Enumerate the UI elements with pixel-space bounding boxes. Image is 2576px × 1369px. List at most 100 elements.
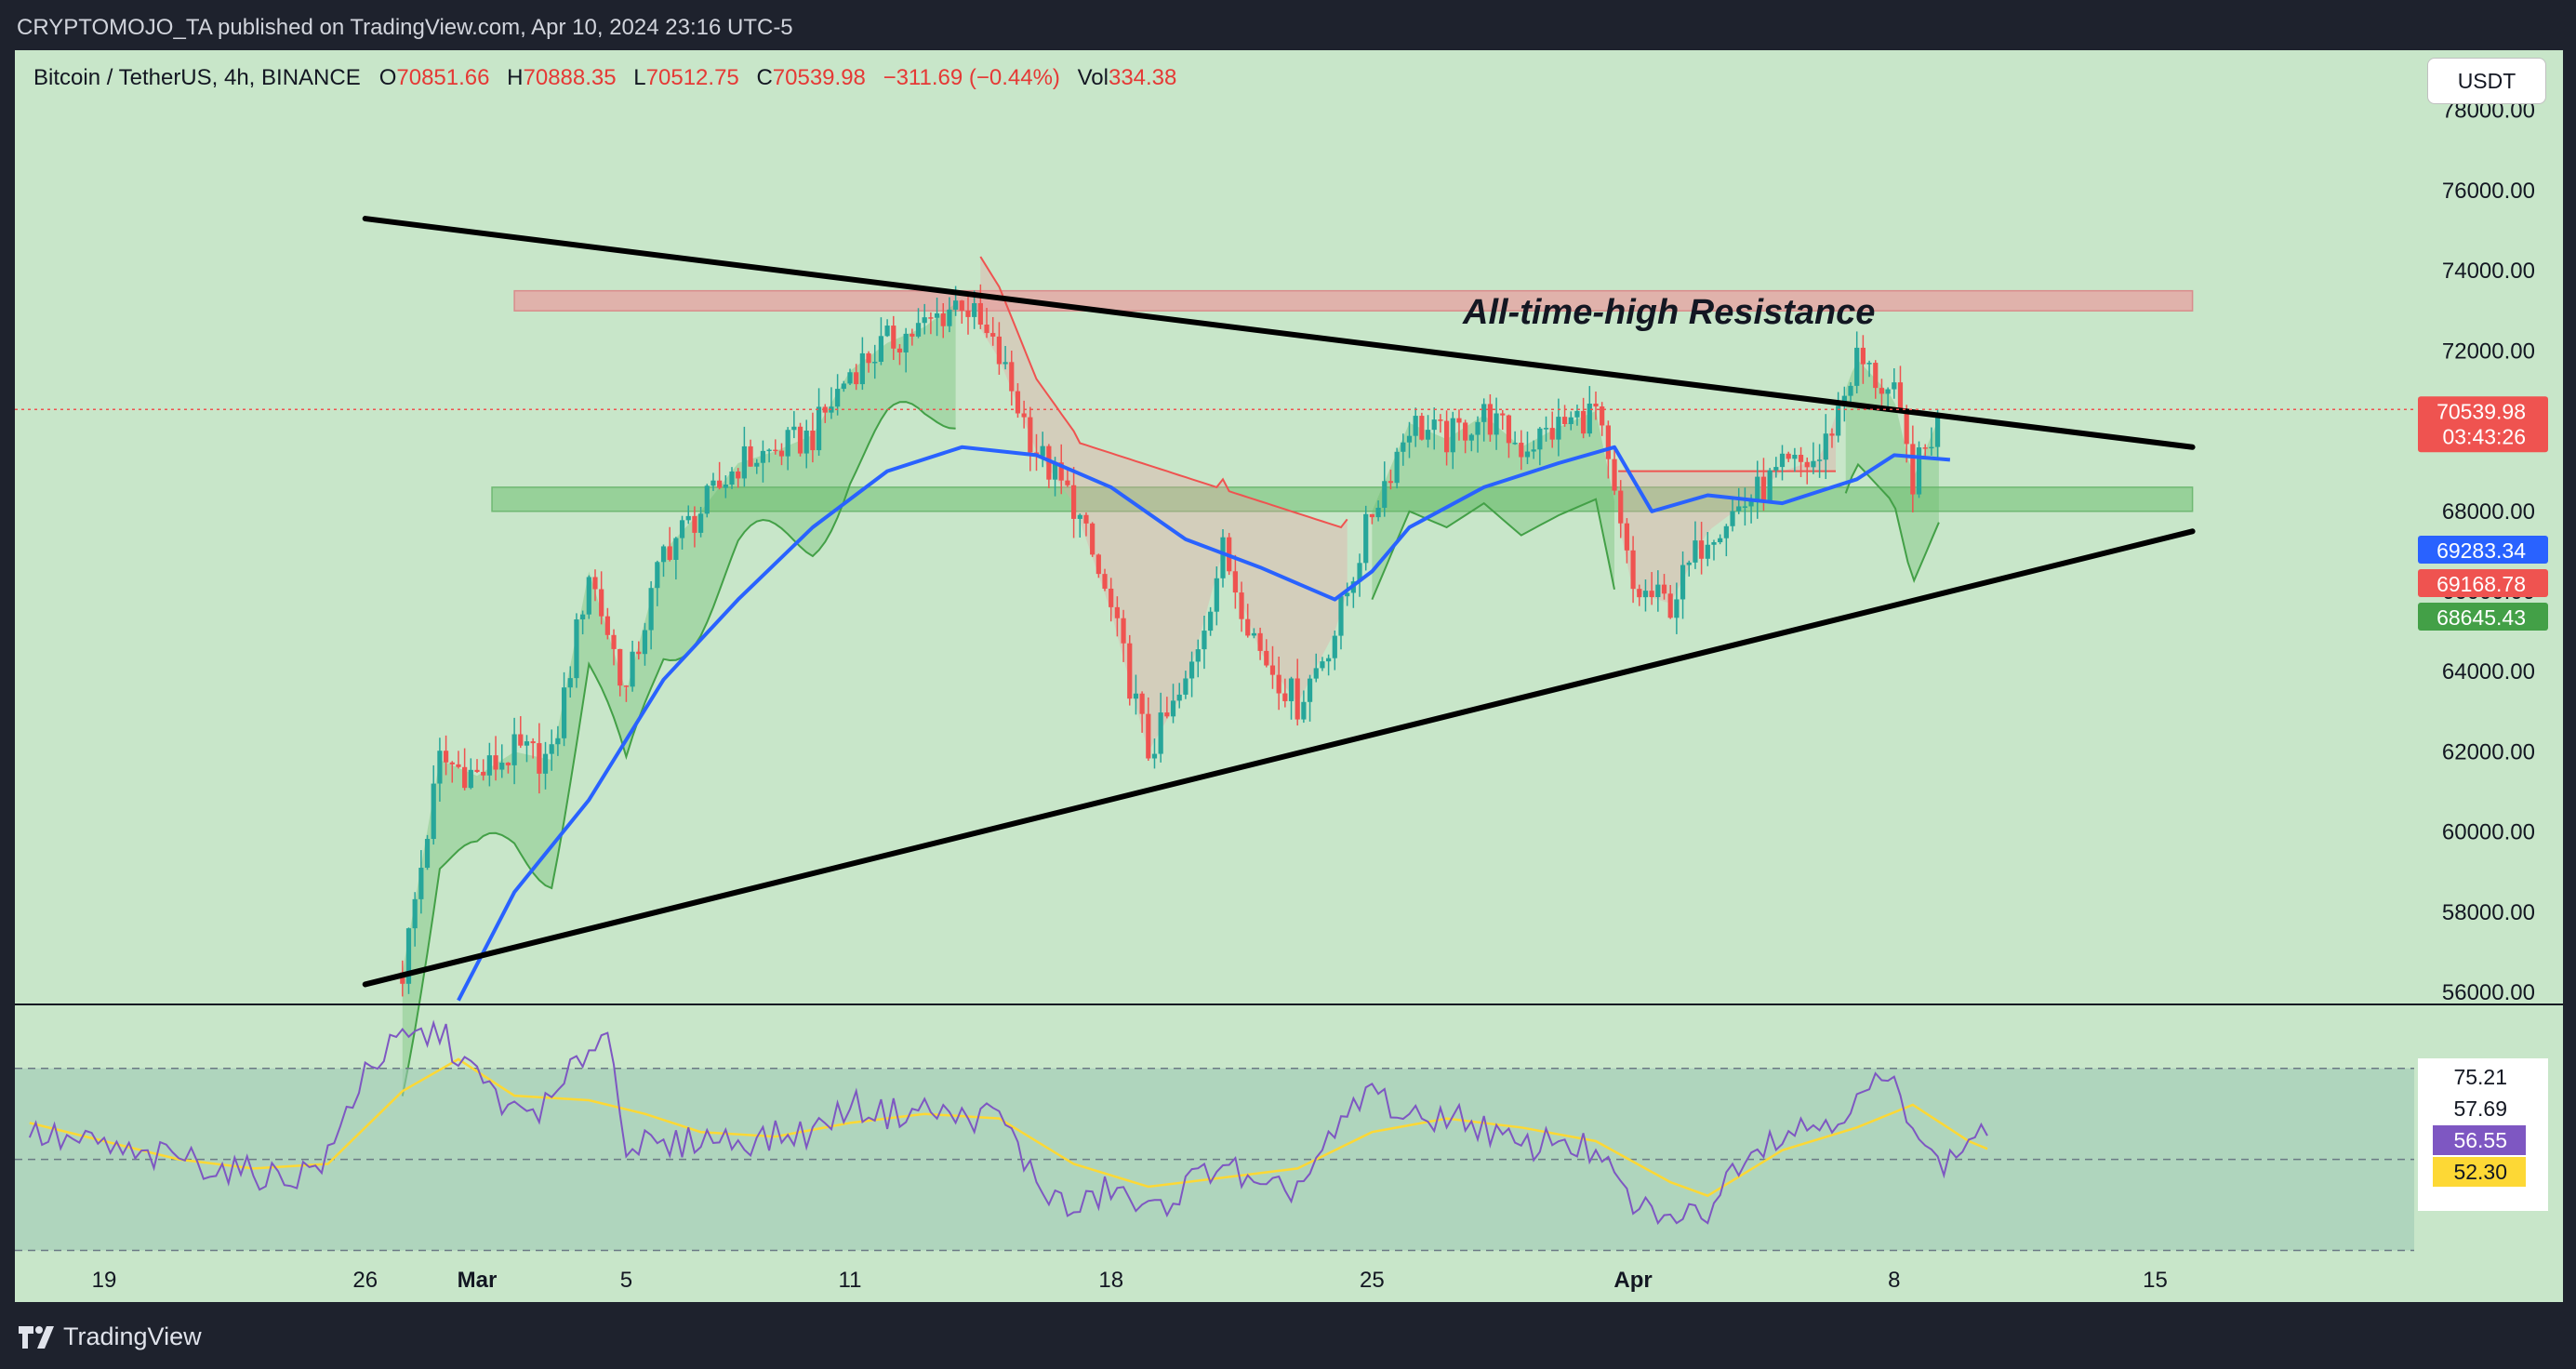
symbol-name[interactable]: Bitcoin / TetherUS, 4h, BINANCE xyxy=(33,65,361,90)
supertrend-down-1-fill xyxy=(980,257,1348,752)
candle xyxy=(1581,397,1587,439)
candle-body xyxy=(1021,413,1027,418)
candle-body xyxy=(959,300,964,311)
candle xyxy=(1127,634,1133,706)
candle xyxy=(1164,697,1170,719)
candle-body xyxy=(1494,413,1499,435)
candle xyxy=(797,422,803,457)
candle-body xyxy=(1637,589,1642,598)
rsi-tag-ma: 52.30 xyxy=(2453,1160,2507,1184)
candle xyxy=(1264,639,1269,668)
candle-body xyxy=(1748,500,1754,507)
candle-body xyxy=(729,471,735,485)
open-label: O xyxy=(378,65,397,90)
candle xyxy=(1823,414,1828,480)
supertrend-down-1-line xyxy=(979,256,1348,529)
candle-body xyxy=(1468,434,1474,441)
candle xyxy=(524,735,530,763)
candle-body xyxy=(1574,410,1580,418)
candle-body xyxy=(1543,428,1549,430)
candle-body xyxy=(1593,403,1599,407)
candle-body xyxy=(1375,507,1381,518)
candle-body xyxy=(704,485,710,514)
candle-body xyxy=(1549,428,1555,440)
currency-button[interactable]: USDT xyxy=(2427,58,2546,104)
candle xyxy=(803,419,809,469)
candle-body xyxy=(1848,385,1853,396)
time-axis[interactable]: 19 26 Mar 5 11 18 25 Apr 8 15 xyxy=(92,1268,2168,1293)
candle xyxy=(692,506,697,548)
candle xyxy=(1326,654,1332,676)
candle xyxy=(1188,651,1195,698)
candle-body xyxy=(854,372,859,385)
candle xyxy=(660,544,667,578)
candle-body xyxy=(1618,490,1624,524)
candle-body xyxy=(1264,650,1269,666)
candle-body xyxy=(648,588,654,631)
candle-body xyxy=(710,480,716,486)
candle-body xyxy=(486,755,492,776)
candle-body xyxy=(518,734,524,746)
candle xyxy=(748,439,753,467)
candle xyxy=(810,412,816,463)
candle-body xyxy=(1817,459,1823,461)
candle xyxy=(704,484,710,518)
candle xyxy=(1095,553,1101,578)
candle xyxy=(922,303,927,335)
candle-body xyxy=(884,326,890,337)
candle-body xyxy=(1114,606,1120,618)
price-tick-label: 62000.00 xyxy=(2442,739,2535,764)
candle-body xyxy=(1195,649,1201,662)
candle xyxy=(1288,676,1295,720)
candle-body xyxy=(1463,422,1468,441)
candle xyxy=(1873,360,1879,399)
candle-body xyxy=(1661,584,1667,594)
candle-body xyxy=(1718,538,1723,543)
candle-body xyxy=(1083,514,1089,524)
candle-body xyxy=(1866,363,1872,365)
candle-body xyxy=(655,562,660,589)
candle xyxy=(542,741,549,790)
candle xyxy=(1419,412,1425,441)
candle xyxy=(835,374,841,416)
candle-body xyxy=(400,972,405,984)
candle xyxy=(1425,415,1431,448)
candle xyxy=(1295,658,1300,726)
candle-body xyxy=(872,362,878,364)
candle xyxy=(1394,447,1400,489)
candle-body xyxy=(1642,591,1649,598)
candle xyxy=(1543,416,1549,442)
candle-body xyxy=(903,333,909,352)
candle-body xyxy=(996,336,1002,365)
candle xyxy=(1431,407,1437,450)
candle-body xyxy=(555,738,561,745)
candle-body xyxy=(810,430,816,451)
candle-body xyxy=(984,325,989,334)
candle-body xyxy=(1487,404,1493,435)
tradingview-logo[interactable]: TradingView xyxy=(19,1322,202,1351)
tradingview-brand-text: TradingView xyxy=(63,1322,202,1350)
candle xyxy=(1058,444,1064,495)
chart-svg[interactable]: All-time-high Resistance 78000.0076000.0… xyxy=(15,50,2563,1302)
close-value: 70539.98 xyxy=(772,65,866,90)
candle xyxy=(555,725,561,756)
close-label: C xyxy=(756,65,773,90)
rsi-tag-upper: 75.21 xyxy=(2453,1065,2507,1089)
chart-area[interactable]: All-time-high Resistance 78000.00 76000.0… xyxy=(15,50,2563,1302)
candle xyxy=(1121,609,1126,662)
supertrend-up-3-fill xyxy=(1845,360,1939,581)
candle-body xyxy=(773,449,778,452)
candle-body xyxy=(493,755,498,770)
candle-body xyxy=(766,449,772,452)
candle xyxy=(1388,469,1394,490)
candle-body xyxy=(1015,391,1021,414)
candle-body xyxy=(803,430,809,454)
candle-body xyxy=(1804,461,1810,468)
candle-body xyxy=(1158,712,1163,754)
candle-body xyxy=(1649,591,1654,598)
last-price-tag-text: 03:43:26 xyxy=(2442,424,2526,448)
candle xyxy=(604,607,610,640)
price-tick-label: 60000.00 xyxy=(2442,820,2535,845)
candle-body xyxy=(891,326,896,349)
candle xyxy=(449,761,455,783)
